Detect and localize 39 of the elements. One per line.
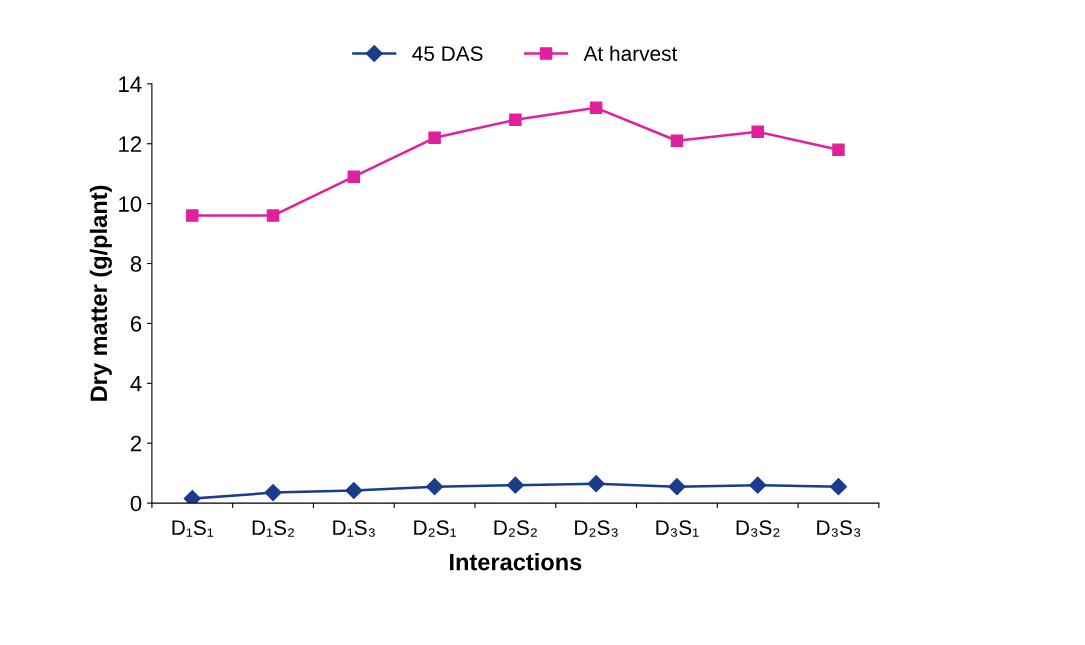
- y-tick-label: 6: [130, 315, 142, 332]
- point: [183, 490, 201, 504]
- x-tick-label: D₂S₂: [494, 520, 537, 537]
- y-axis-title: Dry matter (g/plant): [89, 185, 112, 401]
- y-tick-label: 10: [119, 196, 142, 212]
- y-tick-label: 0: [130, 495, 142, 512]
- point: [832, 143, 845, 156]
- point: [345, 481, 363, 500]
- point: [426, 478, 444, 496]
- point: [509, 113, 522, 127]
- point: [829, 478, 848, 496]
- point: [668, 478, 686, 496]
- x-axis-title: Interactions: [450, 553, 582, 571]
- point: [749, 476, 767, 494]
- legend-label: At harvest: [583, 45, 678, 61]
- y-tick-label: 2: [130, 435, 142, 452]
- point: [266, 209, 280, 222]
- point: [264, 484, 282, 502]
- x-tick-label: D₁S₃: [333, 520, 375, 537]
- y-tick-label: 8: [130, 256, 142, 272]
- point: [587, 475, 605, 493]
- point: [506, 476, 524, 494]
- point: [428, 131, 441, 145]
- x-tick-label: D₂S₁: [414, 520, 457, 537]
- legend-label: 45 DAS: [412, 46, 483, 61]
- x-tick-label: D₂S₃: [575, 520, 618, 537]
- x-tick-label: D₁S₁: [172, 520, 214, 537]
- point: [186, 209, 199, 222]
- x-tick-label: D₃S₁: [656, 520, 699, 537]
- point: [670, 134, 684, 147]
- y-tick-label: 12: [119, 136, 142, 152]
- y-tick-label: 4: [130, 376, 142, 392]
- x-tick-label: D₃S₃: [817, 520, 861, 537]
- point: [751, 125, 764, 139]
- x-tick-label: D₁S₂: [252, 520, 295, 537]
- point: [347, 170, 361, 183]
- point: [589, 101, 603, 115]
- y-tick-label: 14: [119, 76, 142, 92]
- x-tick-label: D₃S₂: [736, 520, 780, 537]
